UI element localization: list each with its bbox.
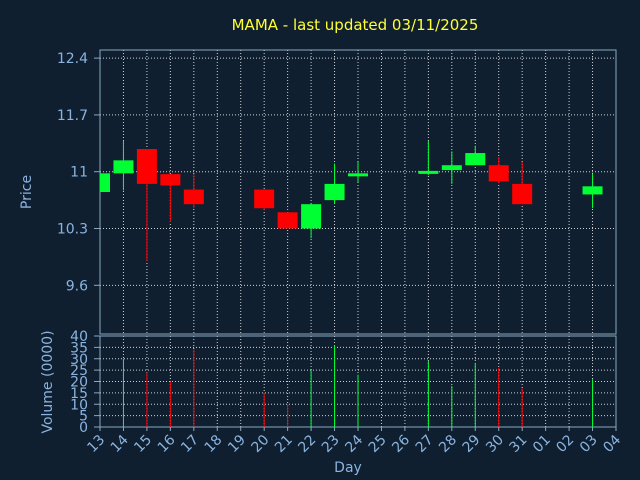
candle-body-21	[277, 212, 298, 229]
volume-tick-label: 10	[70, 397, 88, 413]
candle-body-03	[582, 186, 603, 195]
price-tick-label: 12.4	[57, 51, 88, 67]
candle-body-23	[324, 183, 345, 201]
x-axis-label: Day	[334, 460, 362, 476]
candle-body-28	[441, 165, 462, 171]
price-tick-label: 11.7	[57, 108, 88, 124]
price-axis-label: Price	[19, 175, 35, 209]
price-tick-label: 9.6	[66, 278, 88, 294]
candle-body-31	[512, 183, 533, 205]
volume-tick-label: 15	[70, 386, 88, 402]
candle-body-16	[160, 174, 181, 186]
volume-axis-label: Volume (0000)	[40, 330, 56, 433]
candle-body-24	[348, 173, 368, 177]
candle-body-17	[183, 189, 204, 205]
candle-body-22	[301, 204, 322, 229]
candle-body-20	[254, 189, 275, 209]
volume-tick-label: 30	[70, 352, 88, 368]
volume-tick-label: 20	[70, 375, 88, 391]
chart-title: MAMA - last updated 03/11/2025	[232, 16, 479, 34]
volume-tick-label: 40	[70, 329, 88, 345]
candle-body-29	[465, 153, 486, 166]
price-panel: 9.6 10.3 11 11.7 12.4	[57, 49, 617, 335]
volume-tick-label: 5	[79, 409, 88, 425]
candle-body-27	[418, 170, 439, 174]
volume-tick-label: 0	[79, 420, 88, 436]
candle-body-30	[488, 165, 509, 182]
price-tick-label: 11	[70, 165, 88, 181]
volume-tick-label: 25	[70, 363, 88, 379]
candle-body-15	[136, 148, 157, 184]
candle-body-13	[100, 173, 110, 192]
price-tick-label: 10.3	[57, 222, 88, 238]
candle-body-14	[113, 160, 134, 174]
volume-tick-label: 35	[70, 340, 88, 356]
